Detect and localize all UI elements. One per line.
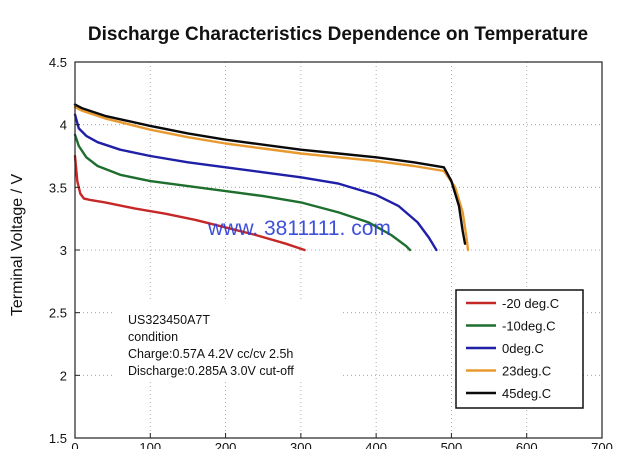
y-tick-label: 3.5 xyxy=(49,180,67,195)
note-line-condition: condition xyxy=(128,330,178,344)
x-tick-label: 700 xyxy=(591,440,613,449)
note-line-model: US323450A7T xyxy=(128,313,210,327)
watermark-text: www. 3811111. com xyxy=(207,217,391,240)
series-line-4 xyxy=(73,103,467,245)
condition-note-background xyxy=(112,300,342,380)
condition-note: US323450A7T condition Charge:0.57A 4.2V … xyxy=(112,300,342,380)
x-tick-label: 0 xyxy=(71,440,78,449)
y-tick-label: 4.5 xyxy=(49,55,67,70)
x-tick-label: 600 xyxy=(516,440,538,449)
x-tick-label: 400 xyxy=(365,440,387,449)
note-line-charge: Charge:0.57A 4.2V cc/cv 2.5h xyxy=(128,347,293,361)
y-tick-label: 2 xyxy=(60,368,67,383)
legend-label-4: 45deg.C xyxy=(502,386,551,401)
series-layer xyxy=(73,103,470,252)
x-tick-label: 100 xyxy=(139,440,161,449)
y-tick-label: 1.5 xyxy=(49,431,67,446)
x-tick-label: 300 xyxy=(290,440,312,449)
y-tick-label: 2.5 xyxy=(49,306,67,321)
legend-label-2: 0deg.C xyxy=(502,341,544,356)
chart-title: Discharge Characteristics Dependence on … xyxy=(88,24,588,45)
series-line-1 xyxy=(73,133,412,252)
legend: -20 deg.C -10deg.C 0deg.C 23deg.C 45deg.C xyxy=(455,289,584,409)
note-line-discharge: Discharge:0.285A 3.0V cut-off xyxy=(128,364,294,378)
legend-label-0: -20 deg.C xyxy=(502,296,559,311)
series-line-0 xyxy=(73,154,306,252)
x-tick-label: 500 xyxy=(441,440,463,449)
legend-label-1: -10deg.C xyxy=(502,319,555,334)
y-tick-label: 3 xyxy=(60,243,67,258)
y-axis-label: Terminal Voltage / V xyxy=(9,174,26,317)
x-tick-label: 200 xyxy=(215,440,237,449)
y-tick-label: 4 xyxy=(60,118,67,133)
legend-label-3: 23deg.C xyxy=(502,364,551,379)
axis-ticks: 1.5 2 2.5 3 3.5 4 4.5 0 100 200 300 400 500 600 700 xyxy=(49,55,613,449)
series-line-3 xyxy=(73,105,470,252)
series-line-2 xyxy=(73,113,438,252)
